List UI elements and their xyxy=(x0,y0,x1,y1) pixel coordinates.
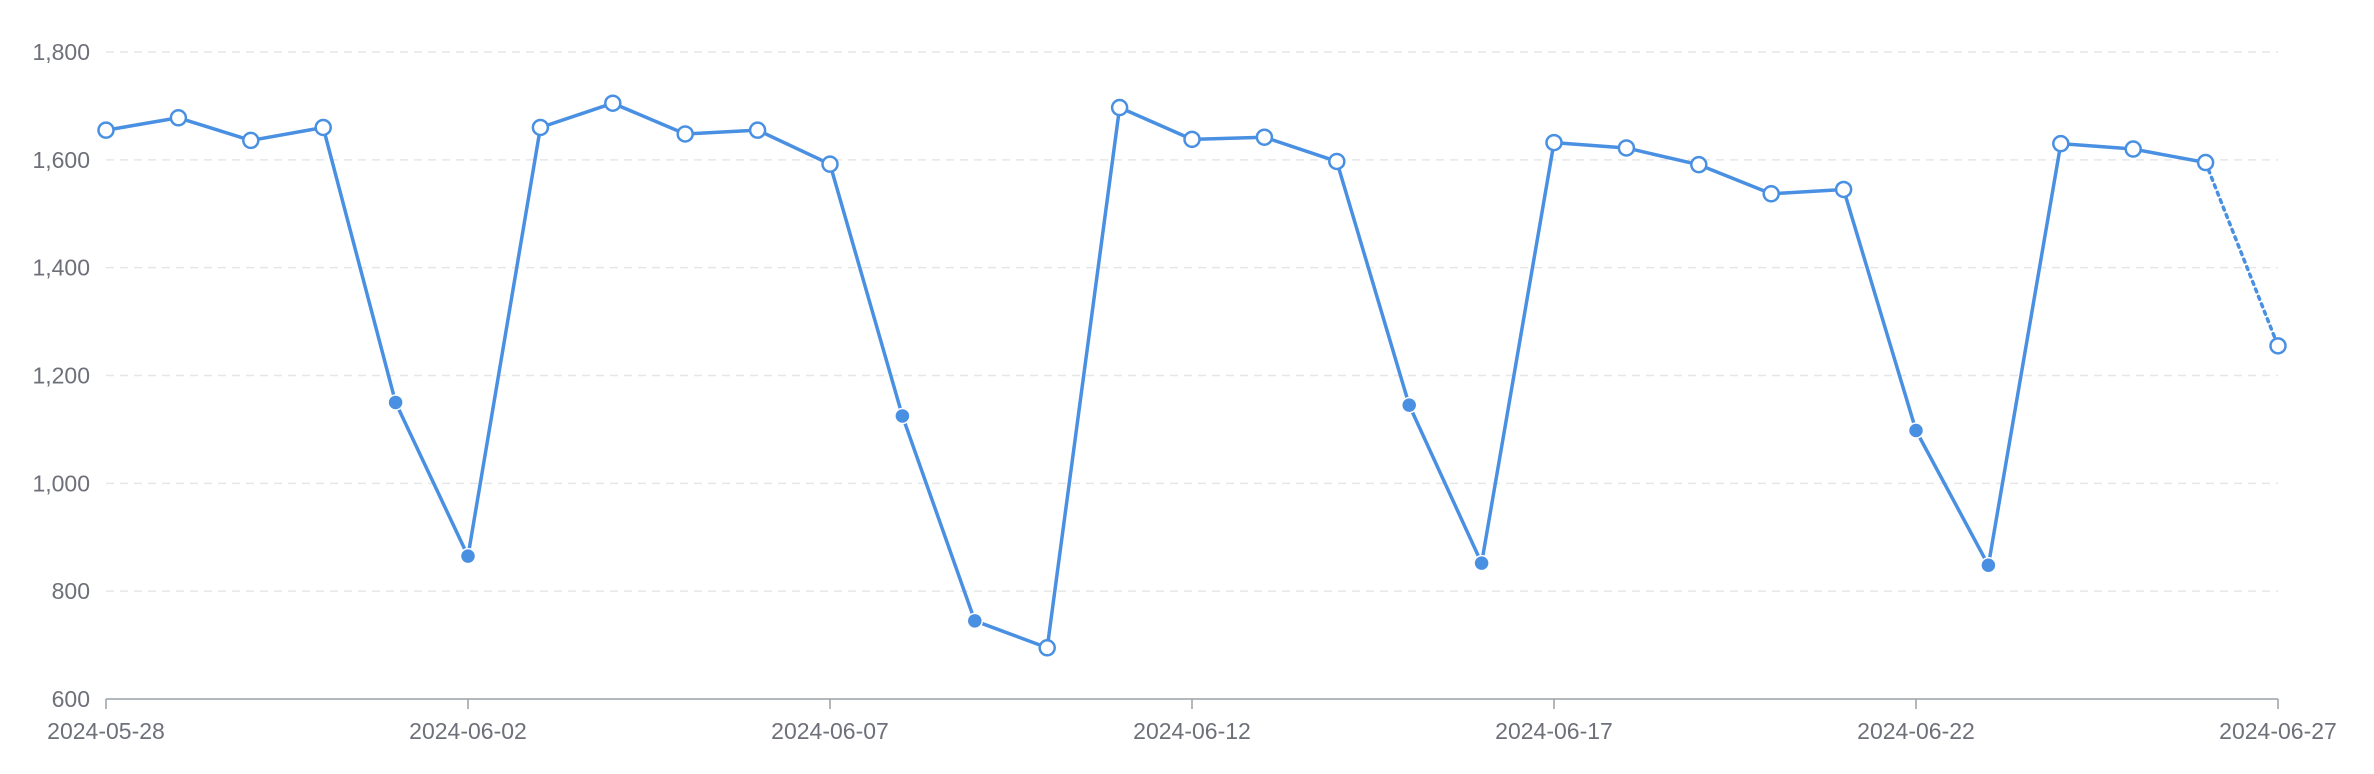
data-point xyxy=(531,118,550,137)
data-point xyxy=(1255,128,1274,146)
data-point xyxy=(1400,396,1418,414)
data-point xyxy=(1617,139,1636,157)
data-point xyxy=(2052,134,2070,153)
x-tick-label: 2024-05-28 xyxy=(47,718,165,744)
data-point xyxy=(2269,337,2287,355)
axes xyxy=(105,698,2279,709)
y-tick-label: 800 xyxy=(52,578,90,604)
data-point xyxy=(2124,140,2142,158)
data-point xyxy=(97,121,115,139)
y-tick-label: 1,400 xyxy=(32,255,90,281)
data-point xyxy=(459,547,477,565)
x-tick-label: 2024-06-12 xyxy=(1133,718,1251,744)
x-tick-label: 2024-06-27 xyxy=(2219,718,2337,744)
data-point xyxy=(1907,422,1925,439)
data-point xyxy=(169,109,188,127)
y-tick-label: 1,200 xyxy=(32,363,90,389)
data-point xyxy=(2196,153,2215,172)
data-point xyxy=(604,94,622,112)
data-point xyxy=(387,394,404,411)
data-point xyxy=(821,155,839,173)
data-point xyxy=(676,125,694,143)
data-point xyxy=(1038,639,1056,657)
data-point xyxy=(314,118,332,137)
series-line-dotted xyxy=(2203,160,2280,348)
y-tick-label: 600 xyxy=(52,686,90,712)
y-tick-label: 1,000 xyxy=(32,470,90,496)
data-point xyxy=(1690,155,1708,174)
data-point xyxy=(1110,98,1129,117)
data-point xyxy=(1473,554,1490,572)
tick-labels: 600 800 1,000 1,200 1,400 1,600 1,800 2024-05-2… xyxy=(32,39,2336,744)
data-point xyxy=(242,131,260,150)
series-line xyxy=(104,101,2280,650)
grid-lines xyxy=(106,51,2278,592)
x-tick-label: 2024-06-22 xyxy=(1857,718,1975,744)
data-point xyxy=(1328,152,1346,171)
y-tick-label: 1,600 xyxy=(32,147,90,173)
data-point xyxy=(1183,130,1201,149)
x-tick-label: 2024-06-02 xyxy=(409,718,527,744)
data-point xyxy=(748,121,767,139)
data-point xyxy=(894,407,911,425)
x-tick-label: 2024-06-07 xyxy=(771,718,889,744)
data-points xyxy=(97,94,2287,657)
data-point xyxy=(1834,180,1853,199)
data-point xyxy=(1762,185,1780,203)
data-point xyxy=(1545,133,1563,152)
data-point xyxy=(966,612,984,630)
series-line-solid xyxy=(104,101,2208,650)
y-tick-label: 1,800 xyxy=(32,39,90,65)
data-point xyxy=(1980,557,1997,574)
x-tick-label: 2024-06-17 xyxy=(1495,718,1613,744)
